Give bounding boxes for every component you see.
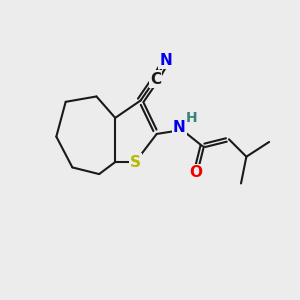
Text: S: S	[130, 154, 141, 169]
Text: H: H	[186, 111, 197, 125]
Text: C: C	[150, 72, 161, 87]
Text: O: O	[189, 165, 202, 180]
Text: N: N	[160, 53, 172, 68]
Text: N: N	[173, 120, 186, 135]
